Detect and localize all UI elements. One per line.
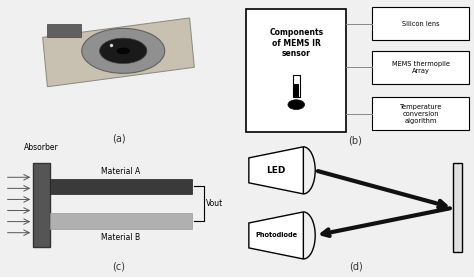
Polygon shape: [249, 212, 303, 259]
Bar: [372, 7, 469, 40]
Text: Components
of MEMS IR
sensor: Components of MEMS IR sensor: [269, 29, 323, 58]
Text: (d): (d): [348, 261, 363, 271]
Bar: [294, 84, 299, 97]
Text: Absorber: Absorber: [24, 143, 59, 152]
Ellipse shape: [100, 38, 147, 64]
Bar: [293, 75, 300, 97]
Text: Silicon lens: Silicon lens: [402, 21, 439, 27]
Bar: [372, 97, 469, 130]
Text: (b): (b): [348, 135, 363, 145]
Bar: [50, 213, 192, 229]
Bar: [47, 24, 81, 37]
Ellipse shape: [288, 100, 304, 109]
Text: LED: LED: [266, 166, 286, 175]
Text: Material B: Material B: [101, 233, 140, 242]
Bar: [50, 179, 192, 194]
Bar: [372, 51, 469, 84]
Text: Photodiode: Photodiode: [255, 232, 297, 238]
Text: MEMS thermopile
Array: MEMS thermopile Array: [392, 61, 450, 74]
Text: Vout: Vout: [206, 199, 223, 208]
Text: (c): (c): [112, 261, 125, 271]
Ellipse shape: [116, 47, 130, 55]
Bar: [33, 163, 50, 247]
Bar: [246, 9, 346, 132]
Polygon shape: [249, 147, 303, 194]
Ellipse shape: [82, 29, 165, 73]
Text: Temperature
conversion
algorithm: Temperature conversion algorithm: [400, 104, 442, 124]
Text: (a): (a): [112, 134, 125, 143]
Bar: [453, 163, 462, 252]
Text: Material A: Material A: [101, 167, 140, 176]
Polygon shape: [43, 18, 194, 87]
